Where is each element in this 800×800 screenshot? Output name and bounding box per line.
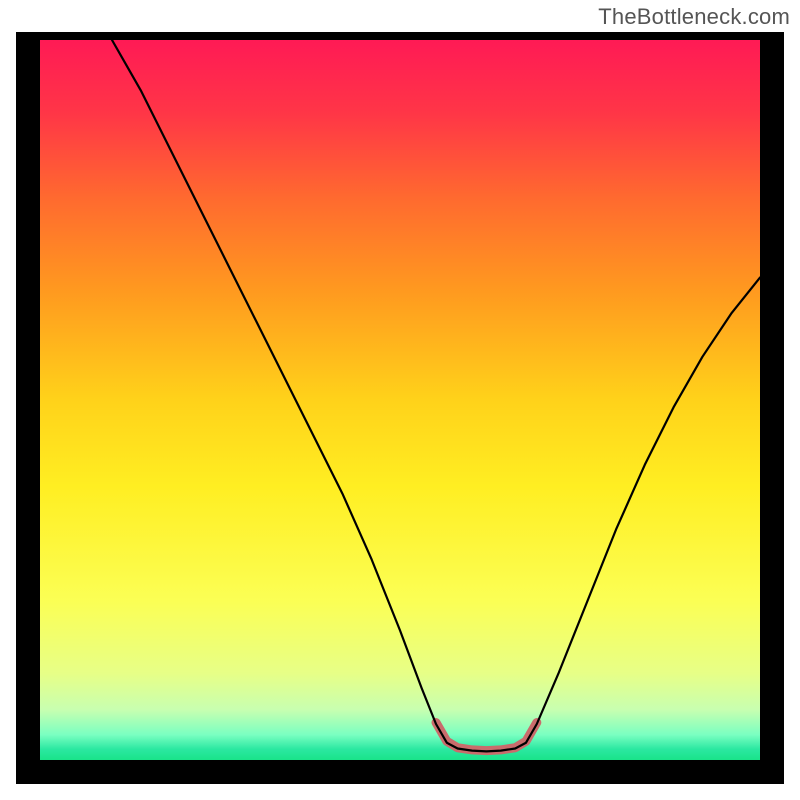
watermark-text: TheBottleneck.com xyxy=(598,4,790,30)
bottleneck-chart: TheBottleneck.com xyxy=(0,0,800,800)
chart-svg xyxy=(0,0,800,800)
